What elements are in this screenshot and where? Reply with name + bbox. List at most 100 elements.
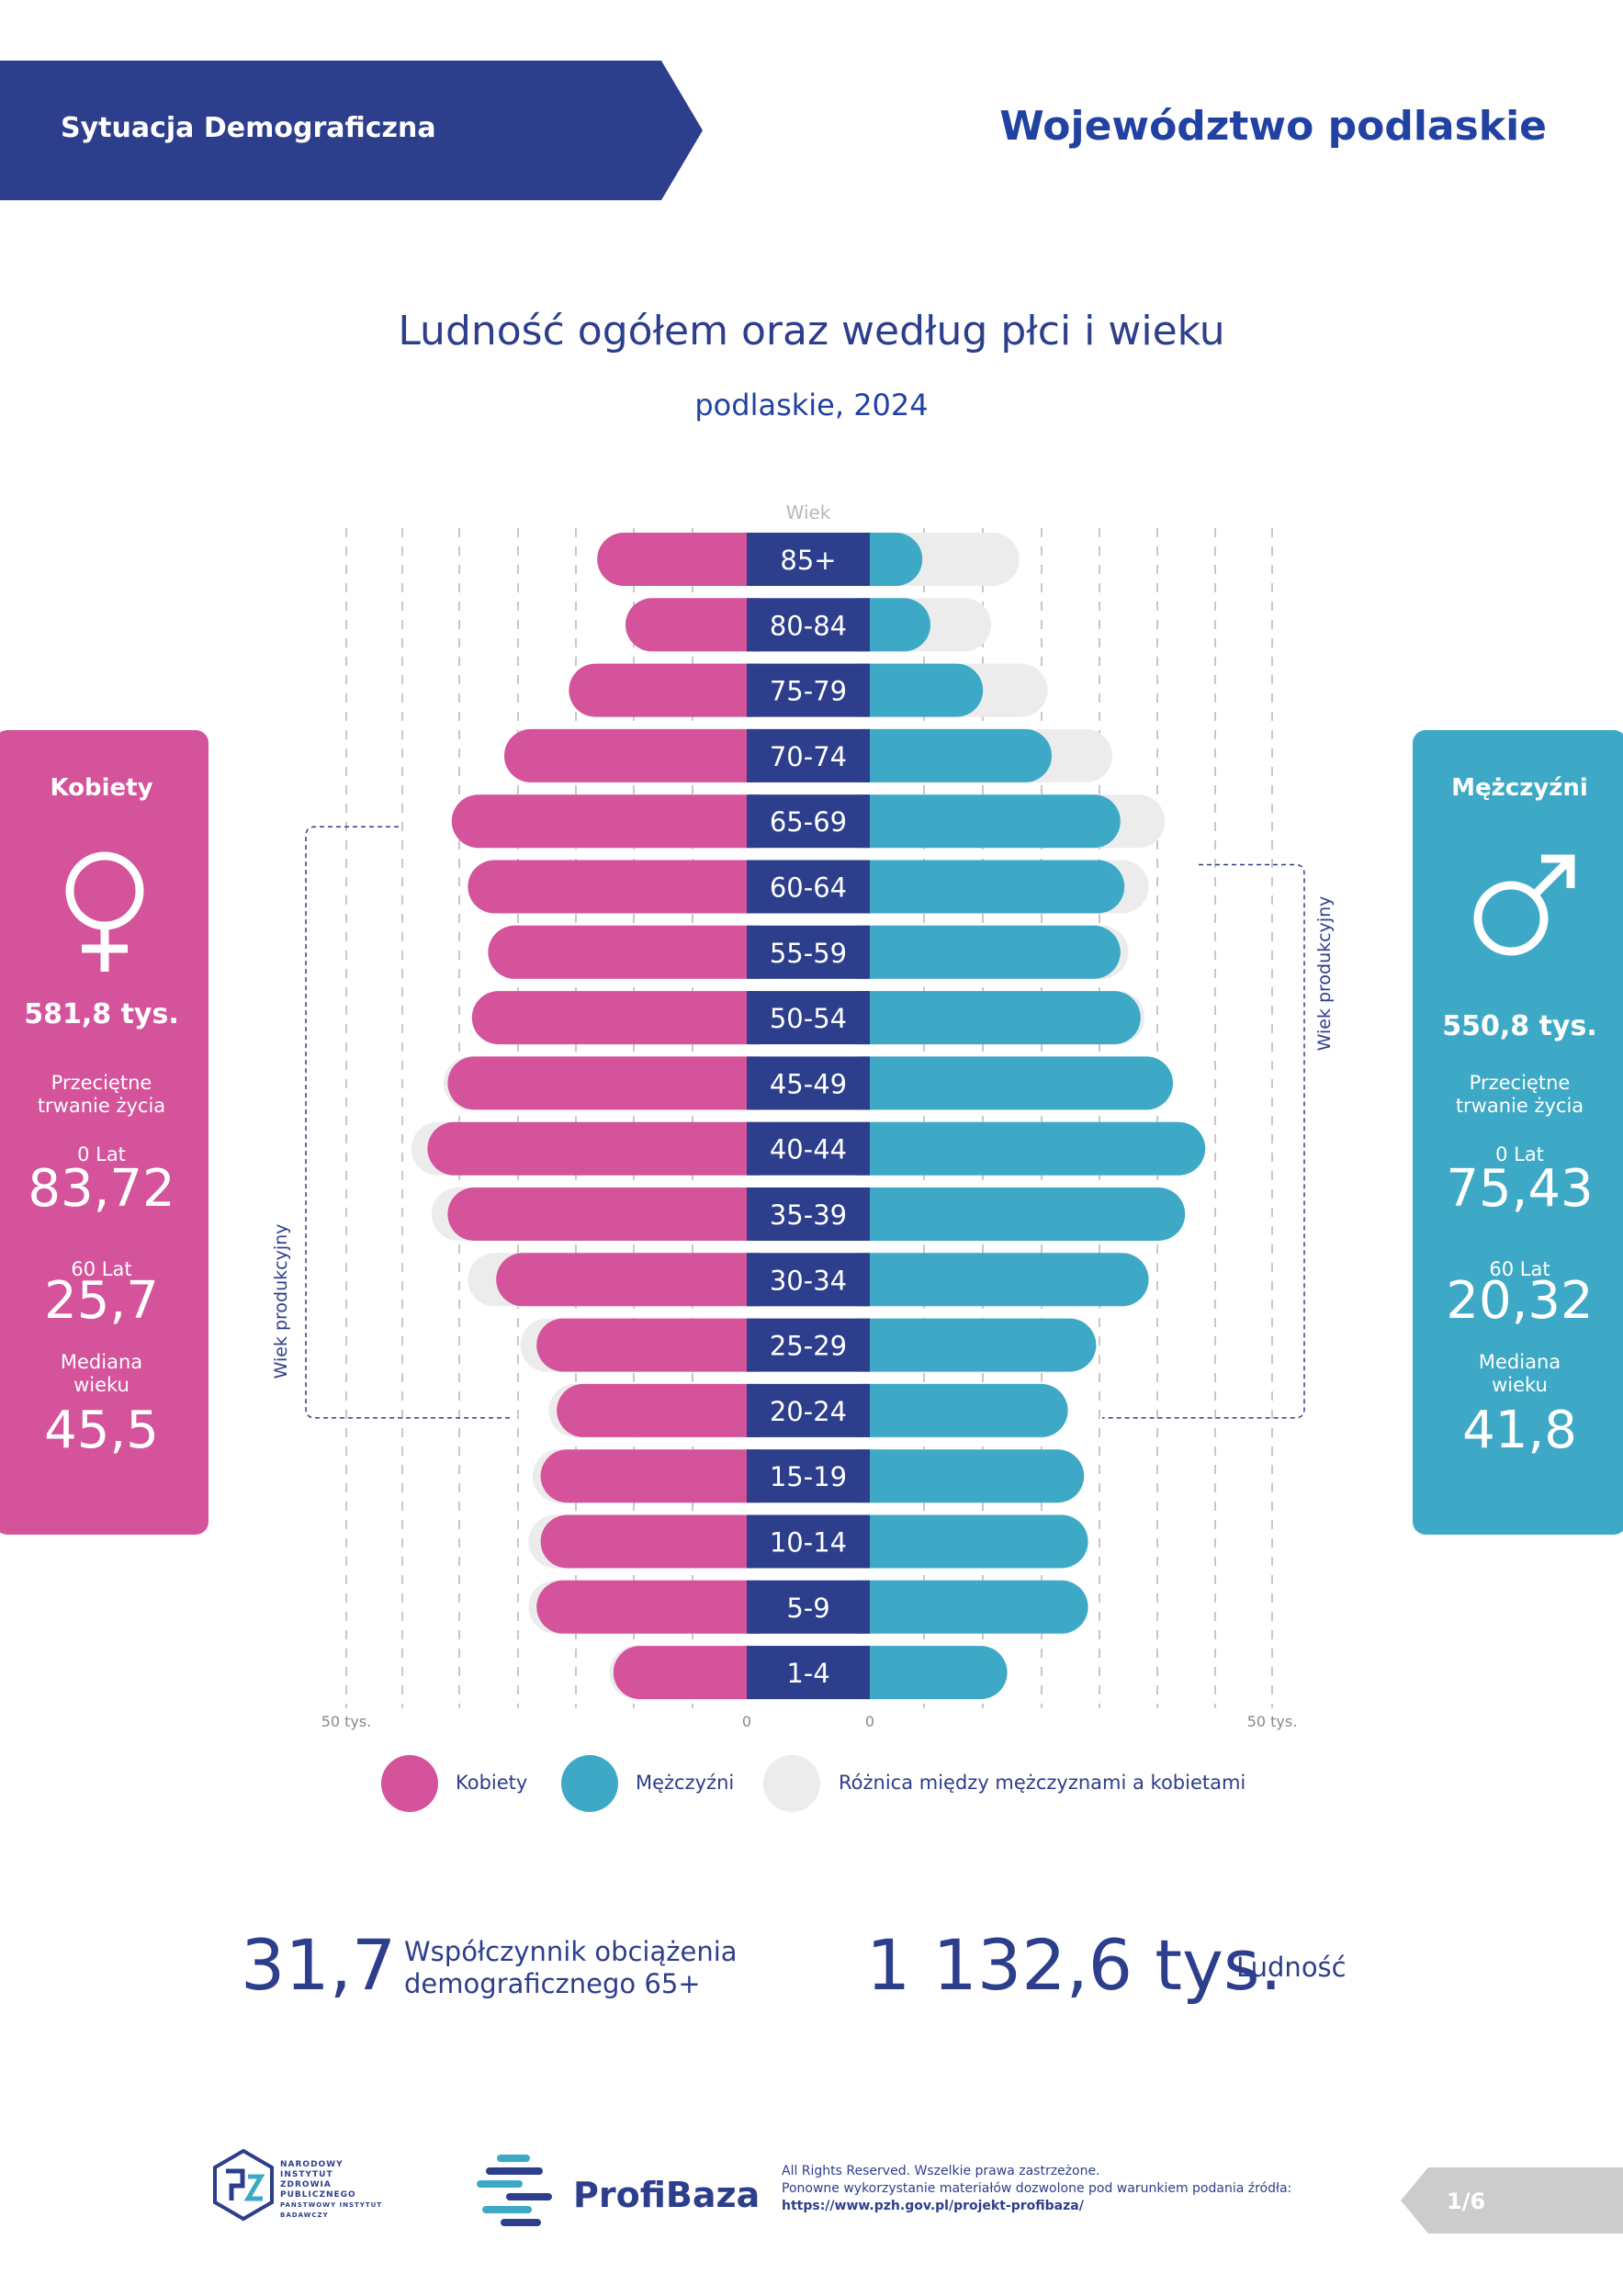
men-heading: Mężczyźni [1451,774,1588,802]
productive-age-label-women: Wiek produkcyjny [271,1224,291,1379]
age-group-label: 55-59 [770,938,847,969]
women-bar [488,925,783,979]
women-bar [427,1121,783,1176]
women-age60-value: 25,7 [44,1271,159,1331]
legend-men-label: Mężczyźni [636,1772,735,1794]
profibaza-wordmark: ProfiBaza [573,2175,761,2215]
women-bar [451,794,783,849]
legend-difference-label: Różnica między mężczyznami a kobietami [839,1772,1246,1794]
legend-women-swatch [381,1755,438,1812]
legend-difference-swatch [763,1755,820,1812]
men-age60-value: 20,32 [1446,1271,1594,1331]
legend-women-label: Kobiety [456,1772,528,1794]
age-label-box [747,1383,870,1437]
men-bar [833,663,984,717]
men-bar [833,1056,1173,1110]
men-bar [833,1514,1088,1569]
age-label-box [747,1187,870,1241]
age-group-label: 5-9 [786,1593,829,1624]
region-title: Województwo podlaskie [999,103,1547,150]
age-label-box [747,1646,870,1700]
women-panel: Kobiety 581,8 tys. Przeciętne trwanie ży… [0,730,209,1535]
men-bar [833,1646,1008,1700]
women-bar [540,1514,783,1569]
age-label-box [747,991,870,1045]
women-median-value: 45,5 [44,1401,159,1460]
men-bar [833,728,1052,782]
chart-subtitle: podlaskie, 2024 [694,388,929,422]
age-label-box [747,598,870,652]
age-label-box [747,1253,870,1307]
women-bar [536,1318,783,1372]
x-tick-label: 50 tys. [1247,1713,1298,1730]
age-group-label: 70-74 [770,741,847,772]
nizp-line: PAŃSTWOWY INSTYTUT [280,2201,383,2209]
age-label-box [747,794,870,849]
age-label-box [747,1318,870,1372]
women-bar [597,533,783,586]
women-bar [447,1187,783,1241]
men-panel: Mężczyźni 550,8 tys. Przeciętne trwanie … [1413,730,1623,1535]
women-bar [613,1646,783,1700]
women-bar [447,1056,783,1110]
age-label-box [747,1056,870,1110]
nizp-line: BADAWCZY [280,2212,329,2219]
women-bar [536,1580,783,1634]
men-life-expectancy-label: Przeciętne trwanie życia [1455,1072,1584,1117]
nizp-line: INSTYTUT [280,2170,333,2179]
rights-line-1: All Rights Reserved. Wszelkie prawa zast… [782,2164,1100,2178]
men-bar [833,860,1125,914]
women-age60-label: 60 Lat [71,1258,132,1280]
dependency-ratio-value: 31,7 [241,1924,397,2006]
men-bar [833,925,1121,979]
total-population-value: 1 132,6 tys. [866,1924,1282,2006]
age-group-label: 1-4 [786,1658,829,1689]
women-bar [471,991,783,1045]
age-group-label: 60-64 [770,872,847,904]
age-label-box [747,925,870,979]
footer-rights: All Rights Reserved. Wszelkie prawa zast… [782,2163,1291,2215]
men-bar [833,1449,1085,1503]
women-bar [569,663,783,717]
men-bar [833,1580,1088,1634]
productive-age-label-men: Wiek produkcyjny [1314,896,1335,1052]
age-label-box [747,663,870,717]
female-symbol-icon [65,851,144,972]
male-symbol-icon [1473,854,1575,956]
men-age60-label: 60 Lat [1489,1258,1550,1280]
women-bar [557,1383,783,1437]
age-group-label: 45-49 [770,1068,847,1099]
age-group-label: 10-14 [770,1527,847,1559]
men-bar [833,1383,1068,1437]
rights-line-2: Ponowne wykorzystanie materiałów dozwolo… [782,2181,1292,2196]
age-group-label: 80-84 [770,610,847,641]
age-label-box [747,860,870,914]
nizp-wordmark: NARODOWY INSTYTUT ZDROWIA PUBLICZNEGO PA… [280,2160,382,2221]
age-group-label: 65-69 [770,806,847,838]
legend-men-swatch [561,1755,618,1812]
dependency-ratio-label-line2: demograficznego 65+ [404,1968,701,1999]
men-bar [833,1121,1206,1176]
age-label-box [747,533,870,586]
age-group-label: 35-39 [770,1199,847,1231]
productive-age-bracket-women [305,826,510,1419]
men-age0-value: 75,43 [1446,1159,1594,1219]
women-age0-value: 83,72 [28,1159,175,1219]
age-label-box [747,1580,870,1634]
nizp-logo-icon [213,2149,274,2222]
nizp-line: ZDROWIA [280,2180,332,2189]
men-bar [833,794,1121,849]
source-link[interactable]: https://www.pzh.gov.pl/projekt-profibaza… [782,2199,1084,2213]
x-tick-label: 0 [742,1713,751,1730]
profibaza-logo-icon [477,2155,552,2226]
productive-age-bracket-men [1102,863,1305,1419]
age-group-label: 85+ [780,545,836,576]
section-title: Sytuacja Demograficzna [61,112,436,144]
total-population-label: Ludność [1236,1952,1347,1983]
age-group-label: 20-24 [770,1396,847,1427]
men-bar [833,1187,1186,1241]
nizp-line: PUBLICZNEGO [280,2190,356,2200]
women-population: 581,8 tys. [24,998,179,1030]
age-label-box [747,1449,870,1503]
women-bar [468,860,783,914]
